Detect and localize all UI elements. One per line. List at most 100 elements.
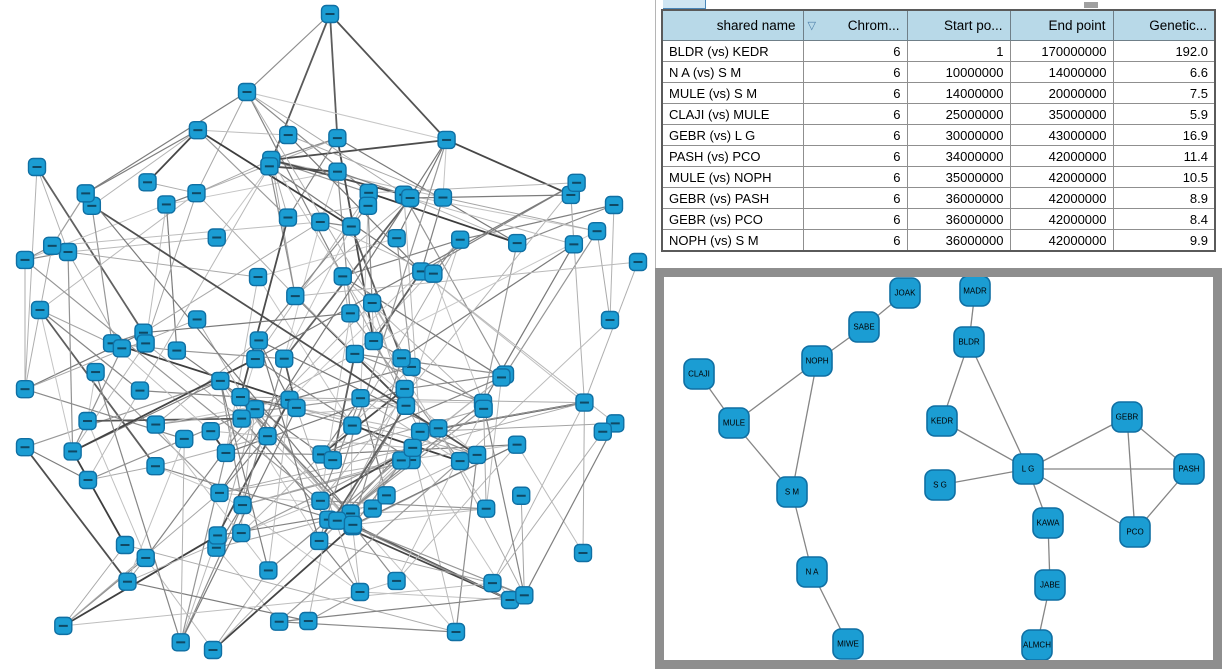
network-node[interactable] xyxy=(450,451,470,471)
node-shape[interactable] xyxy=(1032,507,1064,539)
network-node[interactable] xyxy=(216,443,236,463)
network-node[interactable] xyxy=(593,422,612,441)
node-shape[interactable] xyxy=(718,407,750,439)
network-node-n-a[interactable]: N A xyxy=(796,556,828,588)
network-node[interactable] xyxy=(249,331,269,350)
table-cell[interactable]: 10.5 xyxy=(1112,166,1216,188)
network-node[interactable] xyxy=(342,217,361,236)
network-node[interactable] xyxy=(260,157,279,176)
network-node[interactable] xyxy=(387,571,406,591)
network-node[interactable] xyxy=(446,622,466,642)
network-node[interactable] xyxy=(201,421,220,441)
node-shape[interactable] xyxy=(796,556,828,588)
table-row[interactable]: PASH (vs) PCO 6 34000000 42000000 11.4 xyxy=(661,145,1216,167)
network-node[interactable] xyxy=(130,381,150,400)
network-node[interactable] xyxy=(287,398,306,418)
node-shape[interactable] xyxy=(1173,453,1205,485)
network-node[interactable] xyxy=(248,267,268,287)
network-node[interactable] xyxy=(136,548,155,568)
network-node[interactable] xyxy=(350,582,370,602)
table-row[interactable]: N A (vs) S M 6 10000000 14000000 6.6 xyxy=(661,61,1216,83)
network-node[interactable] xyxy=(258,426,277,446)
network-node[interactable] xyxy=(575,393,594,412)
table-cell[interactable]: 6 xyxy=(802,124,908,146)
network-node-miwe[interactable]: MIWE xyxy=(832,628,864,660)
network-node[interactable] xyxy=(507,233,527,253)
network-node[interactable] xyxy=(311,491,330,511)
network-node[interactable] xyxy=(392,451,411,470)
network-node[interactable] xyxy=(30,300,50,320)
network-node[interactable] xyxy=(341,304,360,323)
network-node[interactable] xyxy=(63,442,82,461)
network-node[interactable] xyxy=(27,157,47,177)
table-cell[interactable]: 34000000 xyxy=(906,145,1011,167)
table-cell[interactable]: GEBR (vs) L G xyxy=(661,124,804,146)
table-cell[interactable]: 1 xyxy=(906,40,1011,62)
network-node[interactable] xyxy=(146,457,165,476)
network-node[interactable] xyxy=(78,470,98,490)
table-cell[interactable]: 36000000 xyxy=(906,229,1011,252)
table-cell[interactable]: CLAJI (vs) MULE xyxy=(661,103,804,125)
network-node[interactable] xyxy=(328,511,347,530)
network-node[interactable] xyxy=(345,344,365,364)
table-cell[interactable]: 6 xyxy=(802,208,908,230)
table-cell[interactable]: 7.5 xyxy=(1112,82,1216,104)
network-node[interactable] xyxy=(275,349,294,368)
network-node[interactable] xyxy=(429,419,448,438)
network-node[interactable] xyxy=(311,212,330,232)
network-node[interactable] xyxy=(278,125,298,145)
table-cell[interactable]: 42000000 xyxy=(1009,145,1114,167)
network-node[interactable] xyxy=(203,640,223,660)
network-node-joak[interactable]: JOAK xyxy=(889,277,921,309)
network-node[interactable] xyxy=(392,349,411,368)
network-node[interactable] xyxy=(187,183,206,203)
network-node[interactable] xyxy=(245,399,265,419)
network-node[interactable] xyxy=(364,331,383,351)
node-shape[interactable] xyxy=(889,277,921,309)
table-cell[interactable]: 6 xyxy=(802,229,908,252)
node-shape[interactable] xyxy=(1034,569,1066,601)
table-cell[interactable]: 35000000 xyxy=(906,166,1011,188)
network-node[interactable] xyxy=(269,612,289,631)
column-header-0[interactable]: shared name xyxy=(661,9,804,41)
table-cell[interactable]: 14000000 xyxy=(906,82,1011,104)
table-cell[interactable]: 6.6 xyxy=(1112,61,1216,83)
network-node[interactable] xyxy=(246,349,265,369)
network-node[interactable] xyxy=(362,293,382,313)
network-node[interactable] xyxy=(433,188,453,207)
table-row[interactable]: NOPH (vs) S M 6 36000000 42000000 9.9 xyxy=(661,229,1216,252)
network-node[interactable] xyxy=(587,221,607,241)
network-node[interactable] xyxy=(403,438,422,458)
network-node[interactable] xyxy=(333,267,352,286)
network-node[interactable] xyxy=(231,387,250,407)
network-node-pash[interactable]: PASH xyxy=(1173,453,1205,485)
table-cell[interactable]: 14000000 xyxy=(1009,61,1114,83)
scrollbar-grip[interactable] xyxy=(1084,2,1098,8)
network-node[interactable] xyxy=(299,611,318,631)
network-node[interactable] xyxy=(112,339,132,358)
network-node[interactable] xyxy=(483,573,502,593)
network-node[interactable] xyxy=(424,264,443,283)
network-node[interactable] xyxy=(115,535,135,555)
network-node[interactable] xyxy=(467,445,487,465)
node-shape[interactable] xyxy=(1021,629,1053,660)
table-cell[interactable]: 20000000 xyxy=(1009,82,1114,104)
table-cell[interactable]: BLDR (vs) KEDR xyxy=(661,40,804,62)
network-node[interactable] xyxy=(400,188,420,208)
network-node[interactable] xyxy=(343,416,362,435)
table-cell[interactable]: 170000000 xyxy=(1009,40,1114,62)
network-node[interactable] xyxy=(387,229,406,248)
table-cell[interactable]: N A (vs) S M xyxy=(661,61,804,83)
network-node-claji[interactable]: CLAJI xyxy=(683,358,715,390)
node-shape[interactable] xyxy=(801,345,833,377)
table-cell[interactable]: MULE (vs) NOPH xyxy=(661,166,804,188)
network-node[interactable] xyxy=(450,230,470,249)
network-node-gebr[interactable]: GEBR xyxy=(1111,401,1143,433)
network-node[interactable] xyxy=(15,379,35,399)
network-node[interactable] xyxy=(167,341,187,360)
table-cell[interactable]: 6 xyxy=(802,61,908,83)
network-node-almch[interactable]: ALMCH xyxy=(1021,629,1053,660)
network-node[interactable] xyxy=(171,633,190,652)
network-node[interactable] xyxy=(363,499,382,518)
column-header-3[interactable]: End point xyxy=(1009,9,1114,41)
